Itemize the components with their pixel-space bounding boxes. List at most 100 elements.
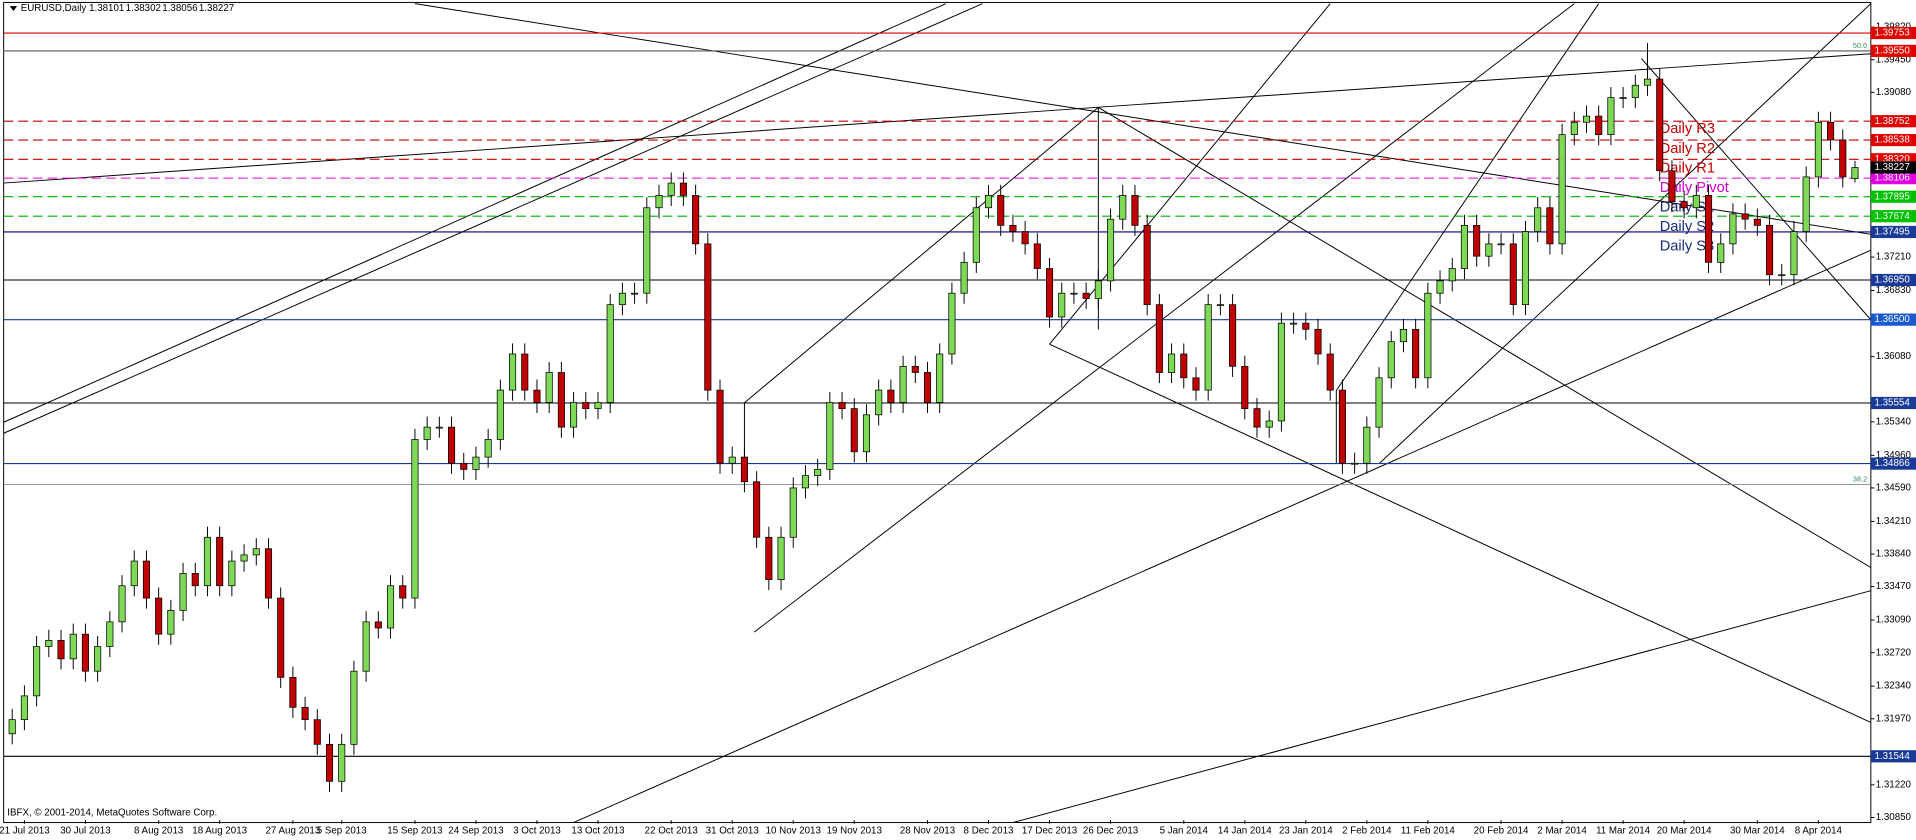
candle-body xyxy=(1045,268,1054,318)
candle-body xyxy=(655,195,663,209)
pivot-annotation: Daily S3 xyxy=(1660,238,1714,254)
trend-lines xyxy=(3,3,1872,824)
candle-body xyxy=(716,389,724,464)
candle-body xyxy=(362,621,370,672)
candle-body xyxy=(1778,274,1786,277)
candle-body xyxy=(338,743,346,782)
candle-body xyxy=(618,292,626,306)
candle-body xyxy=(1717,243,1725,263)
candle-body xyxy=(460,462,468,470)
price-box xyxy=(1870,161,1916,174)
candle-body xyxy=(1021,231,1029,245)
candle-body xyxy=(960,262,968,294)
candle-body xyxy=(240,554,248,562)
candle-body xyxy=(521,353,529,391)
y-tick-label: 1.33470 xyxy=(1876,581,1912,592)
y-tick-label: 1.32720 xyxy=(1876,647,1912,658)
candle-body xyxy=(496,389,504,440)
candle-body xyxy=(435,426,443,429)
level-label: 1.39753 xyxy=(1875,28,1910,39)
candle-body xyxy=(94,646,102,672)
x-tick-label: 11 Mar 2014 xyxy=(1596,826,1651,837)
candle-body xyxy=(936,353,944,403)
candle-body xyxy=(1839,139,1847,178)
candle-body xyxy=(69,633,77,660)
candle-body xyxy=(301,706,309,721)
candle-body xyxy=(374,621,382,629)
candle-body xyxy=(1766,224,1774,276)
level-box xyxy=(1870,210,1916,223)
candle-body xyxy=(704,243,712,391)
candle-body xyxy=(130,560,138,587)
price-label: 1.38227 xyxy=(1875,162,1910,173)
x-tick-label: 8 Dec 2013 xyxy=(964,826,1014,837)
candle-body xyxy=(1595,115,1603,135)
candle-body xyxy=(911,365,919,373)
candle-body xyxy=(606,304,614,403)
candle-body xyxy=(57,639,65,660)
candle-body xyxy=(1143,224,1151,306)
candle-body xyxy=(1485,243,1493,257)
candle-body xyxy=(142,560,150,599)
x-tick-label: 5 Sep 2013 xyxy=(317,826,367,837)
level-box xyxy=(1870,313,1916,326)
pivot-annotation: Daily S2 xyxy=(1660,219,1714,235)
candle-body xyxy=(20,695,28,721)
trend-line xyxy=(1012,590,1871,824)
plot-frame xyxy=(3,1,1872,824)
candle-body xyxy=(1168,353,1176,373)
y-tick-label: 1.34210 xyxy=(1876,516,1912,527)
candle-body xyxy=(1229,304,1237,367)
candle-body xyxy=(1546,207,1554,245)
candle-body xyxy=(1399,328,1407,343)
candle-body xyxy=(679,182,687,196)
candle-body xyxy=(557,372,565,428)
candle-body xyxy=(289,676,297,708)
candle-body xyxy=(740,456,748,483)
candle-body xyxy=(643,207,651,294)
candle-body xyxy=(252,548,260,556)
candle-body xyxy=(1460,224,1468,269)
candle-body xyxy=(1607,97,1615,135)
candle-body xyxy=(1570,121,1578,135)
x-tick-label: 30 Jul 2013 xyxy=(60,826,110,837)
level-label: 1.38320 xyxy=(1875,154,1911,165)
level-label: 1.37895 xyxy=(1875,191,1911,202)
candle-body xyxy=(1680,201,1688,209)
candle-body xyxy=(923,372,932,403)
candle-body xyxy=(1643,78,1652,86)
candle-body xyxy=(106,621,114,647)
candle-body xyxy=(1180,353,1188,379)
y-tick-label: 1.32340 xyxy=(1876,681,1912,692)
candle-body xyxy=(1424,292,1432,379)
level-box xyxy=(1870,750,1916,763)
trend-line xyxy=(1641,58,1872,321)
candle-body xyxy=(1253,408,1261,428)
candle-body xyxy=(45,639,53,647)
candle-body xyxy=(399,585,407,599)
level-box xyxy=(1870,44,1916,58)
x-tick-label: 8 Aug 2013 xyxy=(134,826,183,837)
candle-body xyxy=(216,536,224,587)
level-label: 1.38752 xyxy=(1875,116,1910,127)
x-tick-label: 15 Sep 2013 xyxy=(387,826,442,837)
level-box xyxy=(1870,396,1916,410)
candle-body xyxy=(789,487,797,538)
chart-symbol: EURUSD,Daily xyxy=(21,3,87,14)
x-tick-label: 14 Jan 2014 xyxy=(1218,826,1272,837)
candles xyxy=(8,42,1859,792)
candle-body xyxy=(1375,377,1383,428)
level-box xyxy=(1870,225,1916,239)
candle-body xyxy=(692,195,700,245)
y-tick-label: 1.37210 xyxy=(1876,252,1912,263)
candle-body xyxy=(1704,195,1713,263)
header-open: 1.38101 xyxy=(89,3,124,14)
candle-body xyxy=(1326,353,1334,391)
candle-body xyxy=(1082,292,1090,299)
candle-body xyxy=(1119,195,1127,220)
trend-line xyxy=(3,3,983,434)
candle-body xyxy=(997,195,1005,226)
candle-body xyxy=(1497,243,1505,246)
x-tick-label: 20 Mar 2014 xyxy=(1657,826,1712,837)
level-box xyxy=(1870,26,1916,40)
